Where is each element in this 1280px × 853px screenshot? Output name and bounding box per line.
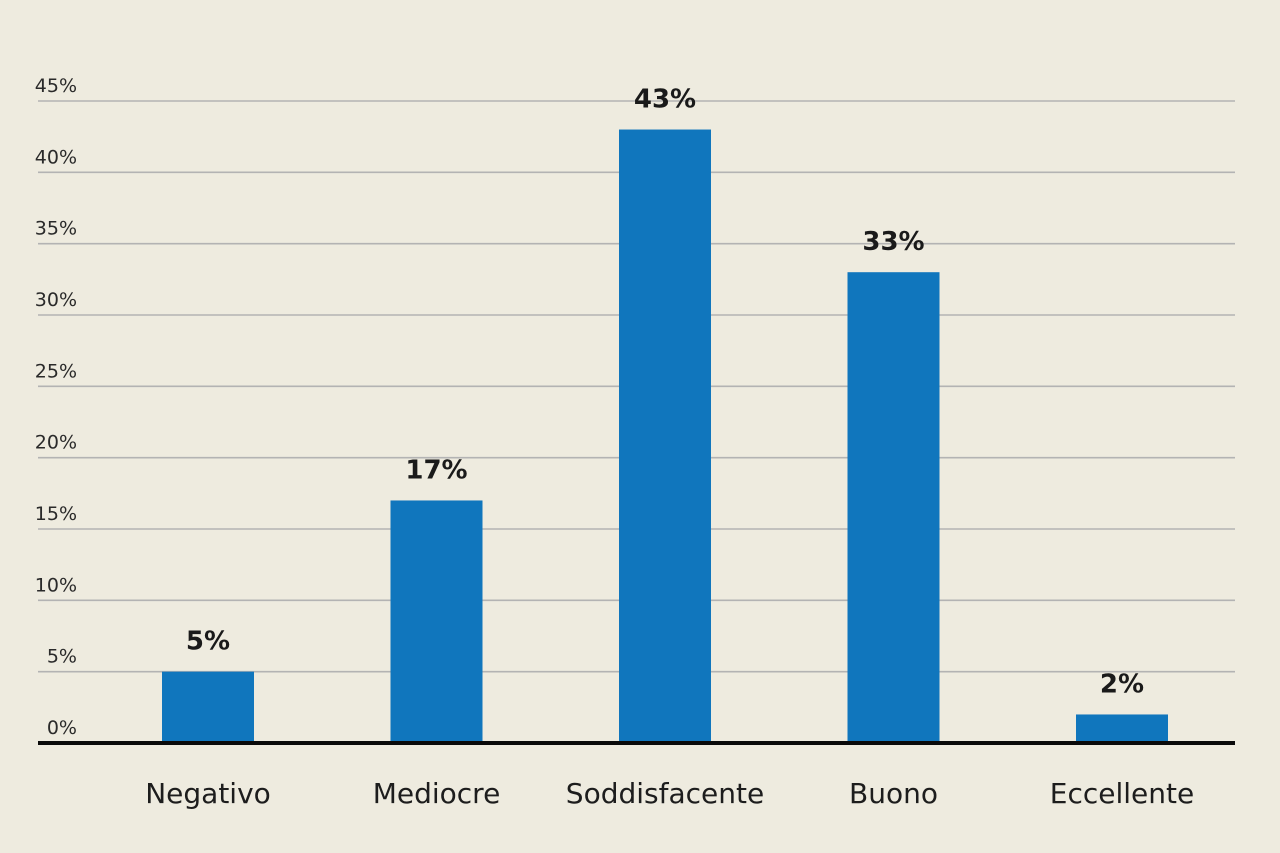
bar bbox=[1076, 714, 1168, 743]
y-tick-label: 25% bbox=[35, 360, 77, 382]
y-tick-label: 15% bbox=[35, 503, 77, 525]
category-label: Mediocre bbox=[373, 777, 501, 810]
y-tick-label: 40% bbox=[35, 146, 77, 168]
y-tick-label: 45% bbox=[35, 75, 77, 97]
y-tick-label: 0% bbox=[47, 717, 77, 739]
data-label: 17% bbox=[405, 455, 467, 485]
y-tick-label: 10% bbox=[35, 574, 77, 596]
y-tick-label: 5% bbox=[47, 646, 77, 668]
data-label: 43% bbox=[634, 85, 696, 115]
x-axis-category-labels: Negativo Mediocre Soddisfacente Buono Eccell… bbox=[145, 777, 1194, 810]
data-labels: 5% 17% 43% 33% 2% bbox=[186, 85, 1144, 700]
bars bbox=[162, 129, 1168, 744]
category-label: Soddisfacente bbox=[566, 777, 764, 810]
data-label: 33% bbox=[862, 227, 924, 257]
bar bbox=[619, 129, 711, 744]
data-label: 2% bbox=[1100, 669, 1144, 699]
bar bbox=[847, 272, 940, 743]
y-tick-label: 35% bbox=[35, 218, 77, 240]
data-label: 5% bbox=[186, 627, 230, 657]
y-axis-tick-labels: 0% 5% 10% 15% 20% 25% 30% 35% 40% 45% bbox=[35, 75, 77, 739]
category-label: Negativo bbox=[145, 777, 271, 810]
category-label: Buono bbox=[849, 777, 938, 810]
category-label: Eccellente bbox=[1050, 777, 1194, 810]
bar bbox=[162, 671, 254, 743]
y-tick-label: 30% bbox=[35, 289, 77, 311]
y-tick-label: 20% bbox=[35, 432, 77, 454]
bar bbox=[390, 500, 483, 743]
